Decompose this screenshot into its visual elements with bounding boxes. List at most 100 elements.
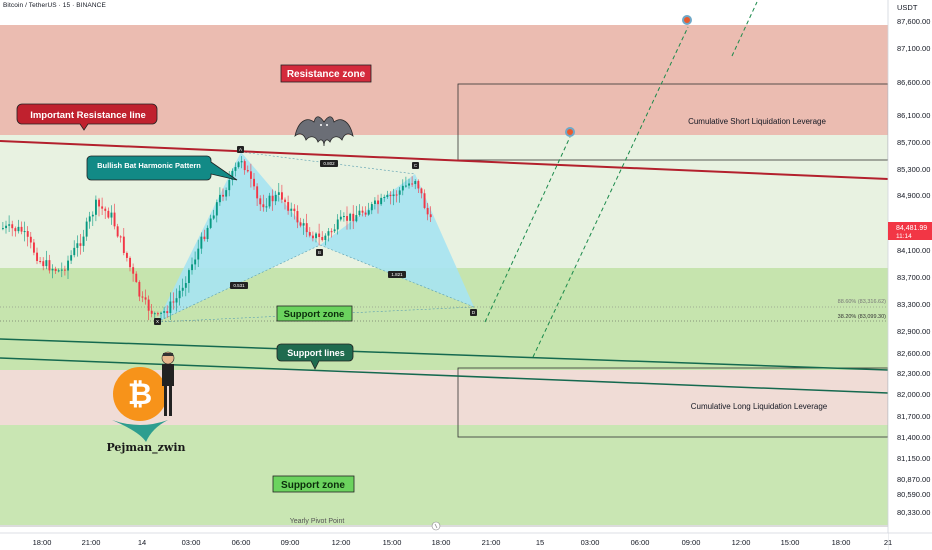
current-price-value: 84,481.99 <box>896 225 927 232</box>
symbol-title: Bitcoin / TetherUS · 15 · BINANCE <box>3 2 106 9</box>
candle-body <box>231 170 234 181</box>
candle-body <box>20 226 23 232</box>
candle-body <box>225 190 228 197</box>
svg-text:B: B <box>318 250 321 255</box>
candle-body <box>91 214 94 217</box>
candle-body <box>141 296 144 298</box>
candle-body <box>54 268 57 272</box>
time-tick-label: 18:00 <box>832 538 851 547</box>
candle-body <box>429 214 432 218</box>
target-icon <box>565 127 575 137</box>
candle-body <box>302 223 305 226</box>
candle-body <box>26 231 29 237</box>
candle-body <box>175 298 178 303</box>
candle-body <box>197 248 200 260</box>
avatar-character-icon <box>112 351 175 442</box>
price-tick-label: 85,300.00 <box>897 165 930 174</box>
time-tick-label: 03:00 <box>182 538 201 547</box>
projection-arrows <box>484 1 758 358</box>
price-tick-label: 81,150.00 <box>897 454 930 463</box>
candle-body <box>88 216 91 222</box>
candle-body <box>135 273 138 282</box>
candle-body <box>119 236 122 238</box>
candle-body <box>206 227 209 240</box>
candle-body <box>163 311 166 313</box>
candle-body <box>48 260 51 271</box>
candle-body <box>355 215 358 222</box>
candle-body <box>79 243 82 246</box>
short-liquidation-label: Cumulative Short Liquidation Leverage <box>688 117 826 126</box>
projection-arrow-3 <box>731 1 758 57</box>
event-marker-icon <box>431 521 441 531</box>
candle-body <box>95 199 97 215</box>
candle-body <box>60 269 63 271</box>
candle-body <box>107 210 110 218</box>
svg-text:1.821: 1.821 <box>391 272 403 277</box>
candle-body <box>144 297 147 300</box>
candle-body <box>191 264 193 271</box>
price-tick-label: 84,900.00 <box>897 191 930 200</box>
candle-body <box>370 204 373 211</box>
candle-body <box>411 183 414 185</box>
candle-body <box>67 260 69 271</box>
candle-body <box>5 225 7 229</box>
candle-body <box>234 167 237 171</box>
support-line-upper <box>0 338 889 371</box>
price-tick-label: 83,300.00 <box>897 300 930 309</box>
important-resistance-label: Important Resistance line <box>16 103 158 131</box>
price-axis-currency: USDT <box>897 3 918 12</box>
candle-body <box>299 222 302 226</box>
candle-body <box>14 228 17 232</box>
pattern-xab <box>157 152 320 322</box>
candle-body <box>389 194 392 197</box>
candle-body <box>42 261 45 267</box>
candle-body <box>361 210 364 213</box>
time-tick-label: 06:00 <box>232 538 251 547</box>
price-tick-label: 81,700.00 <box>897 412 930 421</box>
candle-body <box>64 269 66 271</box>
projection-arrow-1 <box>484 136 571 323</box>
candle-countdown: 11:14 <box>896 233 912 240</box>
time-tick-label: 09:00 <box>682 538 701 547</box>
candle-body <box>212 215 215 219</box>
candle-body <box>33 242 35 253</box>
candle-body <box>358 210 361 216</box>
candle-body <box>401 185 404 191</box>
svg-text:A: A <box>239 147 242 152</box>
candle-body <box>73 247 76 256</box>
important-resistance-line <box>0 140 889 180</box>
time-tick-label: 15 <box>536 538 544 547</box>
price-tick-label: 83,700.00 <box>897 273 930 282</box>
candle-body <box>147 299 150 311</box>
candle-body <box>166 311 169 314</box>
target-icon <box>682 15 692 25</box>
candle-body <box>17 226 20 232</box>
candle-body <box>2 228 4 230</box>
support-line-lower <box>0 357 889 394</box>
candle-body <box>377 200 379 205</box>
pattern-a-c-line <box>240 151 416 175</box>
candle-body <box>23 231 26 233</box>
candle-body <box>324 235 327 241</box>
candle-body <box>392 194 395 197</box>
candle-body <box>259 198 262 205</box>
candle-body <box>150 310 153 314</box>
candle-body <box>246 170 249 172</box>
time-tick-label: 12:00 <box>732 538 751 547</box>
price-axis-panel <box>888 0 932 550</box>
price-tick-label: 84,100.00 <box>897 246 930 255</box>
candle-body <box>296 211 299 223</box>
support-zone-upper-label: Support zone <box>276 305 353 322</box>
candle-body <box>265 206 268 208</box>
svg-text:C: C <box>414 163 418 168</box>
candle-body <box>374 200 376 205</box>
candle-body <box>290 208 293 211</box>
candle-body <box>122 236 125 253</box>
price-tick-label: 86,600.00 <box>897 78 930 87</box>
author-name: Pejman_zwin <box>106 441 185 455</box>
price-tick-label: 85,700.00 <box>897 138 930 147</box>
candle-body <box>237 162 240 168</box>
candle-body <box>333 229 336 232</box>
candle-body <box>160 312 162 314</box>
